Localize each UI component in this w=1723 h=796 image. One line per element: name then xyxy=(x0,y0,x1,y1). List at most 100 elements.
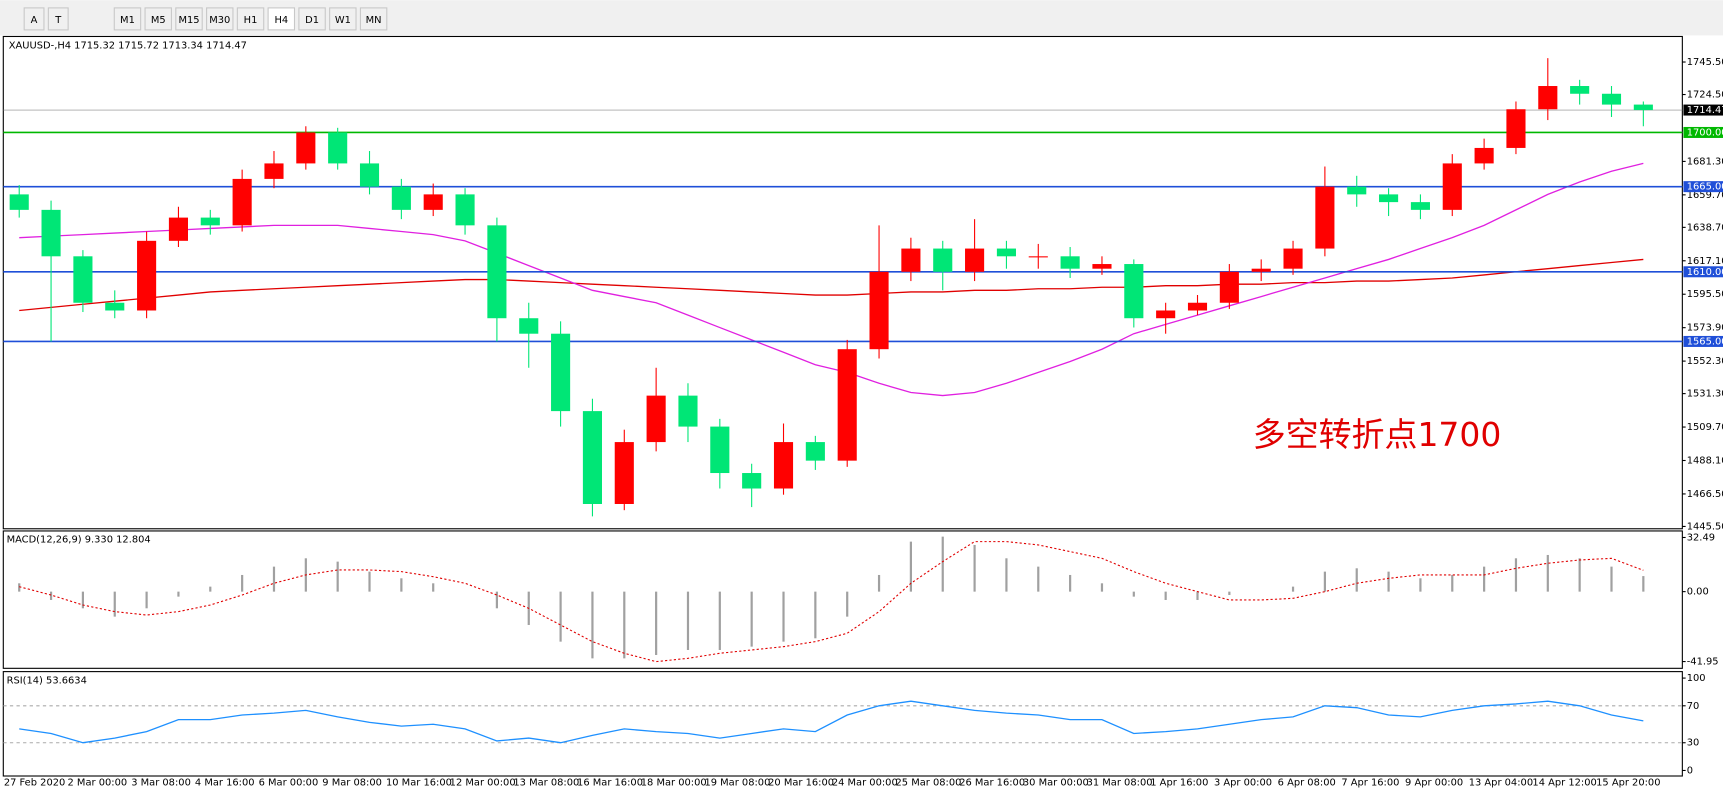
x-tick-label: 6 Apr 08:00 xyxy=(1278,778,1336,789)
x-tick-label: 1 Apr 16:00 xyxy=(1150,778,1208,789)
toolbar-button[interactable] xyxy=(359,7,388,31)
toolbar-label[interactable]: MN xyxy=(366,15,382,26)
y-tick-label: 1509.70 xyxy=(1687,422,1723,433)
candle-body xyxy=(105,302,125,311)
rsi-title: RSI(14) 53.6634 xyxy=(7,675,87,686)
chart-title: XAUUSD-,H4 1715.32 1715.72 1713.34 1714.… xyxy=(9,40,247,51)
x-tick-label: 13 Apr 04:00 xyxy=(1469,778,1533,789)
y-tick-label: 0.00 xyxy=(1687,587,1709,598)
toolbar-label[interactable]: T xyxy=(54,15,62,26)
candle-body xyxy=(933,248,953,272)
toolbar-label[interactable]: M15 xyxy=(178,15,199,26)
candle-body xyxy=(678,395,698,427)
toolbar-label[interactable]: H1 xyxy=(244,15,258,26)
price-level-label: 1565.00 xyxy=(1687,336,1723,347)
y-tick-label: -41.95 xyxy=(1687,657,1719,668)
last-price-box xyxy=(1683,104,1723,116)
candle-body xyxy=(805,442,825,461)
candle-body xyxy=(1156,310,1176,319)
x-tick-label: 9 Mar 08:00 xyxy=(322,778,382,789)
price-level-label: 1700.00 xyxy=(1687,127,1723,138)
candle-body xyxy=(41,209,61,257)
y-tick-label: 100 xyxy=(1687,673,1706,684)
price-level-box xyxy=(1683,335,1723,347)
annotation: 多空转折点1700 xyxy=(1253,415,1502,454)
candle-body xyxy=(1187,302,1208,311)
candle-body xyxy=(519,318,539,334)
candle-body xyxy=(328,132,348,164)
candle-body xyxy=(710,426,730,474)
x-tick-label: 30 Mar 00:00 xyxy=(1023,778,1089,789)
candle-body xyxy=(1283,248,1303,269)
candle-body xyxy=(1379,194,1399,203)
toolbar-button[interactable] xyxy=(236,7,265,31)
toolbar-button[interactable] xyxy=(113,7,142,31)
toolbar-button[interactable] xyxy=(267,7,296,31)
toolbar-button[interactable] xyxy=(144,7,172,31)
price-level-box xyxy=(1683,126,1723,138)
x-tick-label: 24 Mar 00:00 xyxy=(832,778,898,789)
x-tick-label: 26 Mar 16:00 xyxy=(959,778,1025,789)
candle-body xyxy=(296,132,316,164)
y-tick-label: 0 xyxy=(1687,765,1693,776)
candle-body xyxy=(359,163,380,187)
x-tick-label: 14 Apr 12:00 xyxy=(1532,778,1596,789)
toolbar-button[interactable] xyxy=(298,7,326,31)
candle-body xyxy=(1347,186,1367,195)
y-tick-label: 1573.90 xyxy=(1687,323,1723,334)
x-tick-label: 6 Mar 00:00 xyxy=(259,778,319,789)
macd-title: MACD(12,26,9) 9.330 12.804 xyxy=(7,535,151,546)
candle-body xyxy=(1538,86,1558,110)
candle-body xyxy=(1028,256,1048,258)
y-tick-label: 1445.50 xyxy=(1687,521,1723,532)
toolbar-button[interactable] xyxy=(329,7,357,31)
y-tick-label: 1466.50 xyxy=(1687,489,1723,500)
x-tick-label: 18 Mar 00:00 xyxy=(641,778,707,789)
candle-body xyxy=(1060,256,1080,269)
candle-body xyxy=(1442,163,1462,210)
candle-body xyxy=(1601,93,1622,105)
candle-body xyxy=(582,411,602,504)
price-level-label: 1610.00 xyxy=(1687,267,1723,278)
x-tick-label: 7 Apr 16:00 xyxy=(1341,778,1399,789)
x-tick-label: 4 Mar 16:00 xyxy=(195,778,255,789)
price-level-label: 1665.00 xyxy=(1687,182,1723,193)
toolbar-button[interactable] xyxy=(206,7,234,31)
y-tick-label: 70 xyxy=(1687,701,1700,712)
toolbar-label[interactable]: D1 xyxy=(305,15,319,26)
x-tick-label: 13 Mar 08:00 xyxy=(513,778,579,789)
x-tick-label: 3 Mar 08:00 xyxy=(131,778,191,789)
y-tick-label: 1595.50 xyxy=(1687,289,1723,300)
toolbar-button[interactable] xyxy=(175,7,203,31)
candle-body xyxy=(487,225,507,319)
candle-body xyxy=(137,240,157,311)
candle-body xyxy=(1251,268,1271,272)
price-level-box xyxy=(1683,181,1723,193)
candle-body xyxy=(1315,186,1335,249)
toolbar-label[interactable]: M30 xyxy=(209,15,230,26)
x-tick-label: 25 Mar 08:00 xyxy=(896,778,962,789)
x-tick-label: 31 Mar 08:00 xyxy=(1087,778,1153,789)
candle-body xyxy=(869,271,889,350)
toolbar-button[interactable] xyxy=(47,7,69,31)
toolbar-label[interactable]: A xyxy=(31,15,38,26)
candle-body xyxy=(455,194,475,226)
toolbar-label[interactable]: M5 xyxy=(151,15,166,26)
candle-body xyxy=(1124,264,1144,319)
toolbar-button[interactable] xyxy=(23,7,45,31)
moving-average xyxy=(19,258,1644,312)
candle-body xyxy=(965,248,985,272)
toolbar-label[interactable]: W1 xyxy=(335,15,351,26)
candle-body xyxy=(391,186,411,210)
x-tick-label: 10 Mar 16:00 xyxy=(386,778,452,789)
x-tick-label: 19 Mar 08:00 xyxy=(704,778,770,789)
y-tick-label: 32.49 xyxy=(1687,532,1715,543)
candle-body xyxy=(742,473,762,489)
candle-body xyxy=(837,349,857,461)
toolbar-label[interactable]: M1 xyxy=(120,15,135,26)
y-tick-label: 1724.50 xyxy=(1687,90,1723,101)
candle-body xyxy=(996,248,1016,257)
toolbar-label[interactable]: H4 xyxy=(274,15,288,26)
